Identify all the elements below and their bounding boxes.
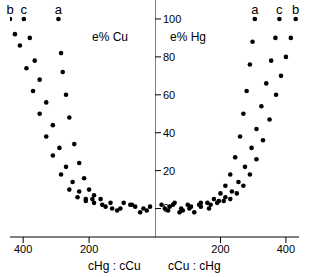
- svg-text:a: a: [55, 2, 63, 17]
- svg-text:400: 400: [14, 243, 32, 255]
- svg-text:200: 200: [80, 243, 98, 255]
- svg-text:80: 80: [163, 51, 175, 63]
- html-text:e% Hg: e% Hg: [170, 30, 206, 44]
- svg-text:b: b: [8, 2, 14, 17]
- svg-text:a: a: [251, 2, 259, 17]
- html-text:cHg : cCu: cHg : cCu: [88, 259, 141, 273]
- svg-text:c: c: [21, 2, 28, 17]
- svg-text:60: 60: [163, 89, 175, 101]
- html-text:cCu : cHg: cCu : cHg: [168, 259, 221, 273]
- svg-text:200: 200: [211, 243, 229, 255]
- html-text:e% Cu: e% Cu: [92, 30, 128, 44]
- svg-text:b: b: [292, 2, 299, 17]
- svg-text:100: 100: [163, 13, 181, 25]
- svg-text:0: 0: [163, 202, 169, 214]
- svg-text:40: 40: [163, 127, 175, 139]
- svg-text:400: 400: [277, 243, 295, 255]
- svg-text:20: 20: [163, 165, 175, 177]
- svg-text:c: c: [276, 2, 283, 17]
